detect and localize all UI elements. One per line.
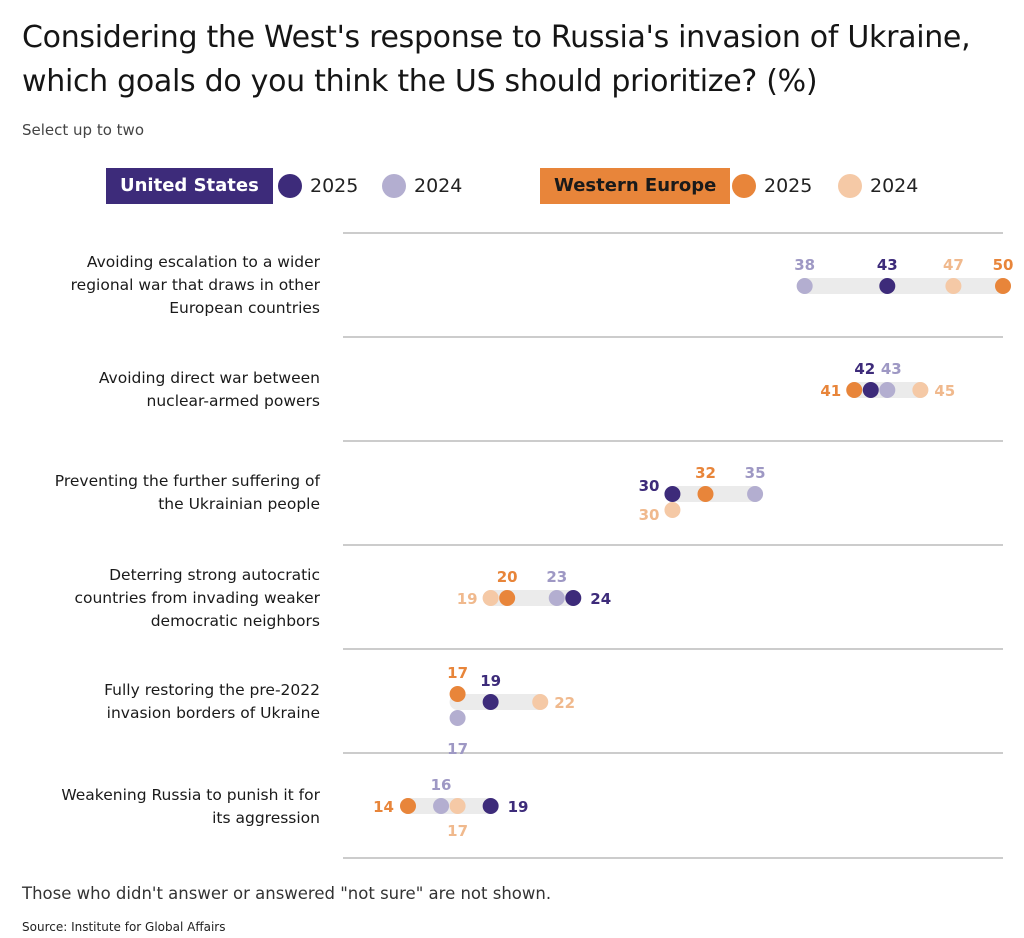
dot-we2025: [995, 278, 1011, 294]
dot-us2025: [862, 382, 879, 398]
category-label-deterring: Deterring strong autocratic countries fr…: [74, 566, 320, 630]
dot-we2025: [697, 486, 714, 502]
value-label-we2025: 32: [695, 464, 716, 482]
category-label-nuclear: Avoiding direct war between nuclear-arme…: [98, 369, 320, 410]
dot-us2024: [548, 590, 565, 606]
value-label-us2024: 43: [881, 360, 902, 378]
dot-us2024: [449, 710, 466, 726]
value-label-we2024: 22: [554, 694, 575, 712]
category-label-borders: Fully restoring the pre-2022 invasion bo…: [104, 681, 320, 722]
value-label-us2025: 42: [854, 360, 875, 378]
value-label-us2024: 23: [546, 568, 567, 586]
dot-us2025: [879, 278, 896, 294]
dot-we2025: [846, 382, 863, 398]
source-note: Source: Institute for Global Affairs: [22, 920, 226, 934]
dot-we2024: [482, 590, 499, 606]
dot-us2025: [482, 798, 499, 814]
dot-we2025: [499, 590, 516, 606]
value-label-we2024: 17: [447, 822, 468, 840]
value-label-us2024: 35: [745, 464, 766, 482]
dot-we2024: [912, 382, 929, 398]
chart-title: Considering the West's response to Russi…: [22, 20, 971, 99]
dot-we2025: [449, 686, 466, 702]
value-label-we2025: 41: [820, 382, 841, 400]
legend-us-2024-dot: [382, 174, 406, 198]
legend-us-2024-label: 2024: [414, 175, 463, 197]
value-label-we2024: 19: [457, 590, 478, 608]
dot-us2024: [433, 798, 450, 814]
value-label-us2025: 24: [590, 590, 611, 608]
value-label-us2024: 17: [447, 740, 468, 758]
legend: United States 2025 2024 Western Europe 2…: [106, 168, 1006, 206]
footnote: Those who didn't answer or answered "not…: [22, 884, 552, 903]
value-label-we2025: 20: [497, 568, 518, 586]
value-label-we2024: 47: [943, 256, 964, 274]
legend-us-2025-dot: [278, 174, 302, 198]
value-label-us2025: 43: [877, 256, 898, 274]
dot-we2024: [449, 798, 466, 814]
legend-we-2025-dot: [732, 174, 756, 198]
legend-us-box: United States: [106, 168, 273, 204]
legend-us-2025-label: 2025: [310, 175, 359, 197]
dot-us2024: [796, 278, 813, 294]
dot-us2024: [879, 382, 896, 398]
value-label-we2025: 50: [993, 256, 1014, 274]
legend-we-2025-label: 2025: [764, 175, 813, 197]
legend-we-2024-dot: [838, 174, 862, 198]
dot-us2025: [565, 590, 582, 606]
dot-us2024: [747, 486, 764, 502]
category-label-suffering: Preventing the further suffering of the …: [54, 472, 320, 513]
value-label-we2024: 45: [934, 382, 955, 400]
value-label-us2025: 19: [508, 798, 529, 816]
legend-we-2024-label: 2024: [870, 175, 919, 197]
value-label-we2024: 30: [639, 506, 660, 524]
chart-subtitle: Select up to two: [22, 121, 144, 139]
value-label-us2025: 30: [639, 477, 660, 495]
category-label-weakening: Weakening Russia to punish it for its ag…: [61, 786, 320, 827]
category-label-escalation: Avoiding escalation to a wider regional …: [70, 253, 320, 317]
value-label-us2024: 38: [794, 256, 815, 274]
dot-us2025: [664, 486, 681, 502]
dot-us2025: [482, 694, 499, 710]
dot-we2025: [400, 798, 416, 814]
value-label-us2024: 16: [431, 776, 452, 794]
dot-we2024: [664, 502, 681, 518]
value-label-us2025: 19: [480, 672, 501, 690]
legend-we-box: Western Europe: [540, 168, 731, 204]
dot-we2024: [532, 694, 549, 710]
dot-plot: 38 47 43 50 43 45 42 41 35 30 30 32 23 19 24 20 17 22 19 17…: [343, 232, 1014, 859]
value-label-we2025: 17: [447, 664, 468, 682]
dot-we2024: [945, 278, 962, 294]
value-label-we2025: 14: [373, 798, 394, 816]
